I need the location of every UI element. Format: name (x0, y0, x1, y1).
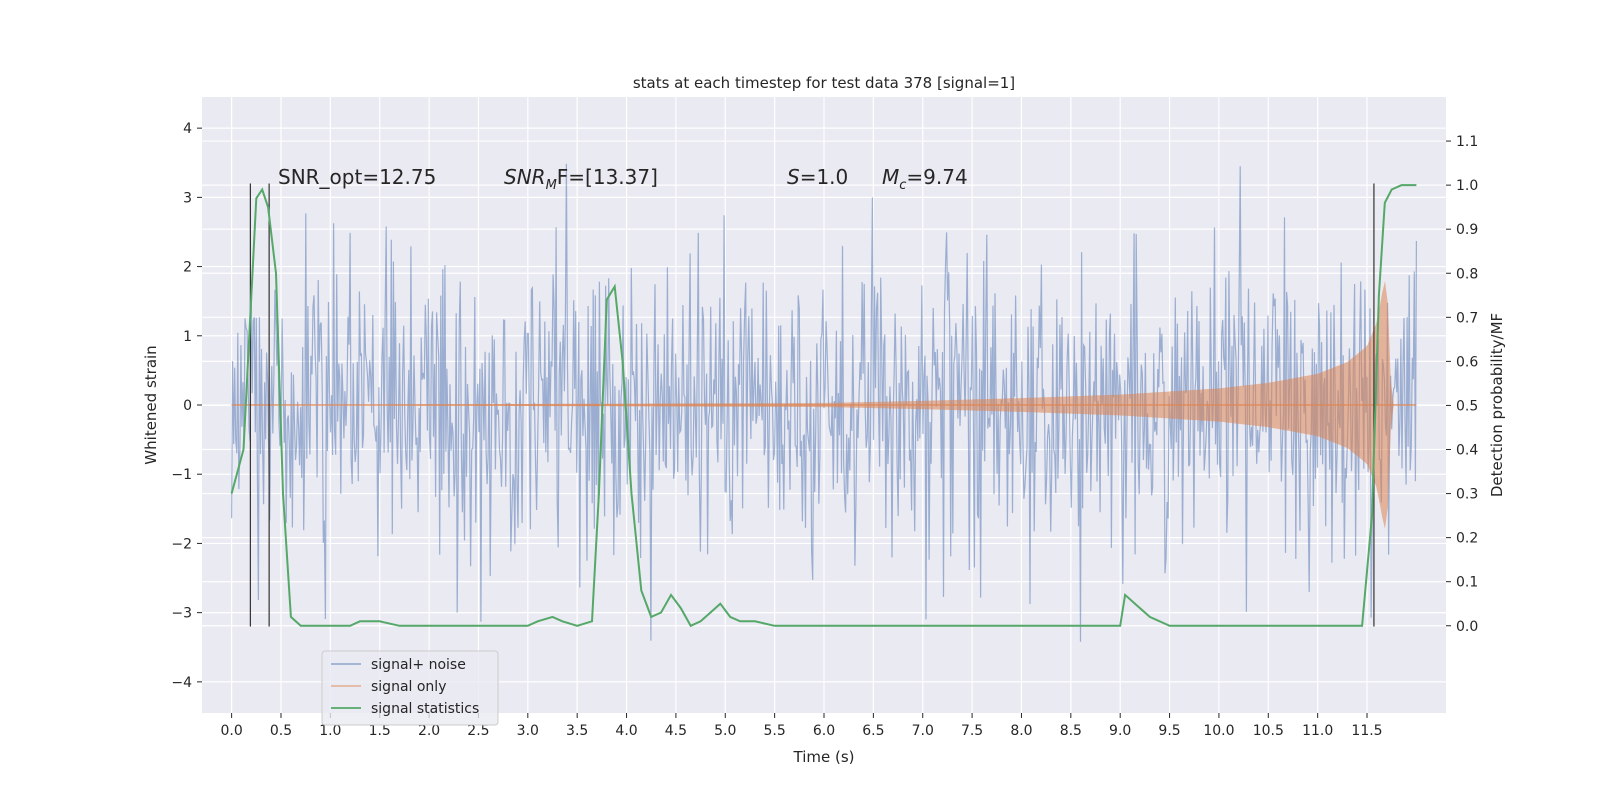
chart-title: stats at each timestep for test data 378… (633, 74, 1015, 92)
x-tick-label: 4.0 (615, 723, 637, 739)
y-tick-label: 2 (183, 260, 192, 276)
x-tick-label: 1.5 (369, 723, 391, 739)
x-tick-label: 3.5 (566, 723, 588, 739)
x-tick-label: 9.0 (1109, 723, 1131, 739)
y-axis-label: Whitened strain (142, 345, 160, 464)
x-tick-label: 3.0 (517, 723, 539, 739)
legend-box (321, 650, 499, 726)
y2-tick-label: 0.0 (1456, 619, 1478, 635)
y2-axis-ticks: 0.0 0.1 0.2 0.3 0.4 0.5 0.6 0.7 0.8 0.9 1.0 1.1 (1446, 134, 1478, 635)
y-tick-label: −3 (171, 606, 192, 622)
x-tick-label: 5.5 (764, 723, 786, 739)
annotation-mc-var: M (882, 165, 899, 189)
annotations: SNR_opt=12.75 SNRMF=[13.37] S=1.0 Mc=9.7… (278, 165, 968, 193)
x-tick-label: 6.5 (862, 723, 884, 739)
legend-label-signal-plus-noise: signal+ noise (371, 657, 466, 673)
x-tick-label: 2.5 (467, 723, 489, 739)
annotation-snr-mf-prefix: SNR (504, 165, 546, 189)
y2-tick-label: 0.4 (1456, 443, 1478, 459)
x-tick-label: 2.0 (418, 723, 440, 739)
x-tick-label: 8.5 (1060, 723, 1082, 739)
annotation-s: S=1.0 (787, 165, 848, 189)
y2-tick-label: 0.5 (1456, 398, 1478, 414)
x-tick-label: 4.5 (665, 723, 687, 739)
legend: signal+ noise signal only signal statist… (321, 650, 499, 726)
y-tick-label: −4 (171, 675, 192, 691)
y-tick-label: 1 (183, 329, 192, 345)
y2-tick-label: 0.8 (1456, 266, 1478, 282)
series-layer (230, 163, 1417, 642)
annotation-snr-mf-sub: M (546, 178, 557, 193)
annotation-s-value: =1.0 (800, 165, 849, 189)
x-axis-ticks: 0.0 0.5 1.0 1.5 2.0 2.5 3.0 3.5 4.0 4.5 5.0 5.5 6.0 6… (220, 713, 1383, 739)
x-tick-label: 1.0 (319, 723, 341, 739)
legend-label-signal-statistics: signal statistics (371, 701, 479, 717)
x-tick-label: 10.5 (1253, 723, 1284, 739)
y2-tick-label: 0.1 (1456, 575, 1478, 591)
x-tick-label: 0.5 (270, 723, 292, 739)
x-tick-label: 7.0 (912, 723, 934, 739)
y2-tick-label: 1.1 (1456, 134, 1478, 150)
annotation-snr-opt: SNR_opt=12.75 (278, 165, 436, 189)
x-tick-label: 8.0 (1010, 723, 1032, 739)
x-axis-label: Time (s) (793, 748, 855, 766)
y-tick-label: −2 (171, 536, 192, 552)
x-tick-label: 7.5 (961, 723, 983, 739)
x-tick-label: 11.5 (1351, 723, 1382, 739)
y-tick-label: 0 (183, 398, 192, 414)
y2-tick-label: 1.0 (1456, 178, 1478, 194)
y-tick-label: −1 (171, 467, 192, 483)
series-signal-statistics (230, 184, 1417, 628)
annotation-snr-mf: SNRMF=[13.37] (504, 165, 658, 193)
x-tick-label: 11.0 (1302, 723, 1333, 739)
y2-tick-label: 0.3 (1456, 487, 1478, 503)
y2-tick-label: 0.9 (1456, 222, 1478, 238)
y2-axis-label: Detection probability/MF (1488, 313, 1506, 497)
x-tick-label: 10.0 (1203, 723, 1234, 739)
annotation-s-var: S (787, 165, 800, 189)
x-tick-label: 6.0 (813, 723, 835, 739)
vertical-markers (249, 183, 1375, 627)
y2-tick-label: 0.2 (1456, 531, 1478, 547)
y-tick-label: 3 (183, 190, 192, 206)
y2-tick-label: 0.7 (1456, 310, 1478, 326)
annotation-snr-mf-suffix: F=[13.37] (557, 165, 658, 189)
x-tick-label: 9.5 (1158, 723, 1180, 739)
annotation-mc-sub: c (899, 178, 906, 193)
x-tick-label: 5.0 (714, 723, 736, 739)
y2-tick-label: 0.6 (1456, 354, 1478, 370)
y-tick-label: 4 (183, 121, 192, 137)
annotation-mc-value: =9.74 (906, 165, 967, 189)
y-axis-ticks: −4 −3 −2 −1 0 1 2 3 4 (171, 121, 202, 691)
legend-label-signal-only: signal only (371, 679, 446, 695)
annotation-mc: Mc=9.74 (882, 165, 968, 193)
x-tick-label: 0.0 (220, 723, 242, 739)
